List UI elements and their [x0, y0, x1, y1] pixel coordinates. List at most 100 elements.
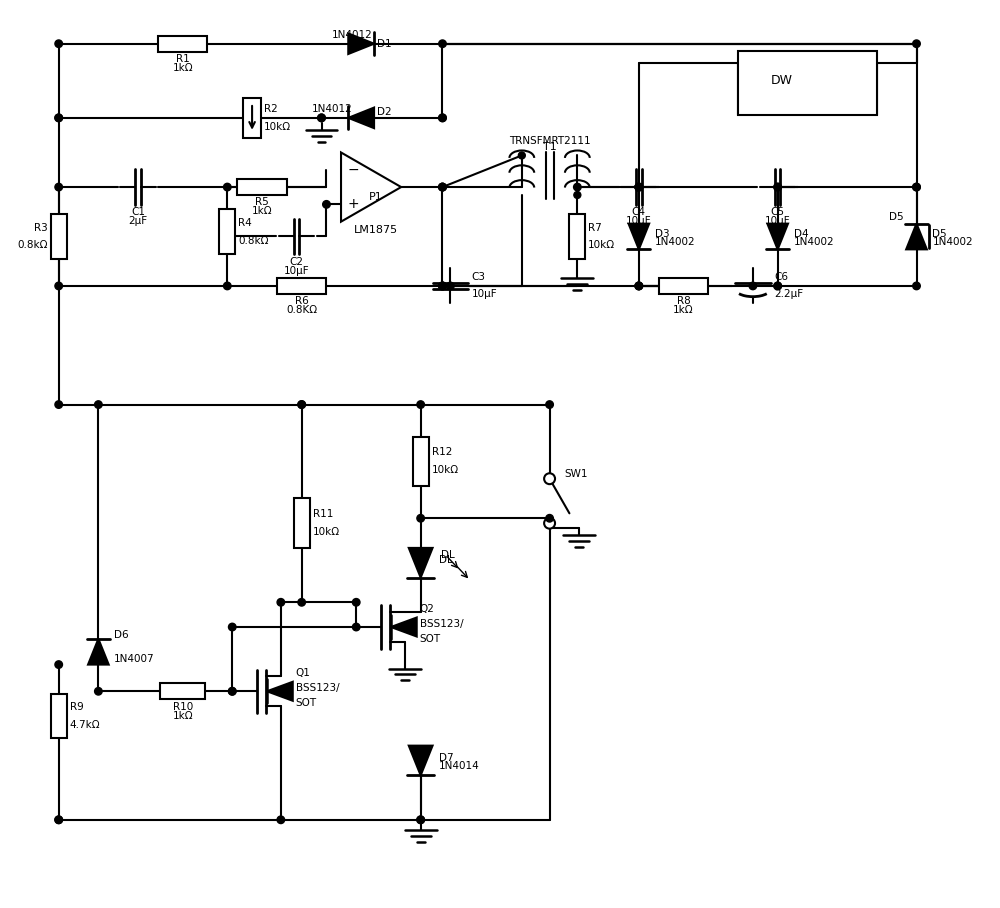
Circle shape — [228, 687, 236, 695]
Circle shape — [318, 114, 325, 122]
Text: 1N4002: 1N4002 — [794, 237, 834, 248]
Circle shape — [439, 282, 446, 290]
Circle shape — [352, 598, 360, 606]
Circle shape — [55, 400, 62, 409]
Text: 10μF: 10μF — [626, 216, 652, 226]
Text: R12: R12 — [432, 448, 452, 458]
Circle shape — [318, 114, 325, 122]
Circle shape — [95, 687, 102, 695]
Polygon shape — [348, 107, 374, 128]
Text: R3: R3 — [34, 222, 48, 232]
Circle shape — [574, 183, 581, 191]
Circle shape — [224, 282, 231, 290]
Text: D5: D5 — [889, 212, 904, 222]
Text: −: − — [348, 163, 360, 177]
Text: R5: R5 — [255, 197, 269, 207]
Circle shape — [417, 816, 424, 824]
Circle shape — [323, 201, 330, 208]
Circle shape — [635, 282, 643, 290]
Circle shape — [439, 114, 446, 122]
Circle shape — [277, 598, 285, 606]
Text: DL: DL — [441, 550, 454, 560]
Text: +: + — [348, 197, 360, 212]
Text: D1: D1 — [377, 39, 392, 49]
Circle shape — [546, 400, 553, 409]
Bar — [294, 498, 310, 548]
Circle shape — [518, 152, 525, 159]
Polygon shape — [348, 34, 374, 54]
Circle shape — [544, 473, 555, 484]
Text: 2.2μF: 2.2μF — [774, 290, 803, 300]
Text: 10kΩ: 10kΩ — [588, 241, 615, 251]
Polygon shape — [409, 745, 433, 775]
Circle shape — [298, 400, 305, 409]
Text: LM1875: LM1875 — [354, 224, 398, 234]
Text: C3: C3 — [472, 272, 486, 282]
Text: BSS123/: BSS123/ — [296, 684, 339, 694]
Text: R7: R7 — [588, 222, 602, 232]
Text: C4: C4 — [632, 207, 646, 217]
Polygon shape — [88, 639, 109, 665]
Text: 0.8kΩ: 0.8kΩ — [17, 241, 48, 251]
Circle shape — [635, 183, 643, 191]
Circle shape — [774, 183, 781, 191]
Circle shape — [635, 282, 643, 290]
Text: 1N4014: 1N4014 — [439, 762, 479, 772]
Text: 10μF: 10μF — [284, 266, 310, 276]
Text: TRNSFMRT2111: TRNSFMRT2111 — [509, 135, 590, 145]
Text: D2: D2 — [377, 107, 392, 117]
Text: Q2: Q2 — [420, 604, 435, 614]
Text: 1N4012: 1N4012 — [331, 30, 372, 40]
Circle shape — [55, 816, 62, 824]
Circle shape — [439, 183, 446, 191]
Text: 1kΩ: 1kΩ — [172, 711, 193, 721]
Bar — [51, 694, 67, 738]
Circle shape — [417, 400, 424, 409]
Circle shape — [55, 816, 62, 824]
Text: 1kΩ: 1kΩ — [172, 63, 193, 73]
Circle shape — [224, 183, 231, 191]
Text: C6: C6 — [774, 272, 788, 282]
Text: 1kΩ: 1kΩ — [673, 305, 694, 315]
Bar — [51, 214, 67, 259]
Circle shape — [544, 518, 555, 528]
Text: 1N4007: 1N4007 — [114, 654, 155, 664]
Text: SOT: SOT — [296, 698, 317, 708]
Circle shape — [749, 282, 757, 290]
Circle shape — [55, 40, 62, 47]
Bar — [158, 35, 207, 52]
Text: 0.8kΩ: 0.8kΩ — [238, 235, 269, 245]
Polygon shape — [629, 223, 649, 250]
Bar — [160, 684, 205, 699]
Circle shape — [913, 183, 920, 191]
Polygon shape — [409, 548, 433, 577]
Circle shape — [55, 114, 62, 122]
Text: D5: D5 — [932, 229, 947, 239]
Circle shape — [913, 282, 920, 290]
Circle shape — [635, 183, 643, 191]
Text: 1N4012: 1N4012 — [312, 104, 352, 114]
Text: Q1: Q1 — [296, 668, 311, 678]
Circle shape — [439, 183, 446, 191]
Text: DW: DW — [771, 74, 793, 87]
Text: D7: D7 — [439, 753, 453, 763]
Bar — [219, 210, 235, 254]
Bar — [659, 278, 708, 294]
Text: 10μF: 10μF — [765, 216, 790, 226]
Circle shape — [439, 183, 446, 191]
Text: C1: C1 — [131, 207, 145, 217]
Text: 10μF: 10μF — [472, 290, 497, 300]
Text: R11: R11 — [313, 509, 333, 519]
Text: R2: R2 — [264, 104, 278, 114]
Circle shape — [55, 114, 62, 122]
Text: P1: P1 — [369, 192, 383, 202]
Text: 10kΩ: 10kΩ — [432, 466, 459, 476]
Bar — [413, 437, 429, 486]
Polygon shape — [767, 223, 788, 250]
Text: R1: R1 — [176, 54, 190, 64]
Circle shape — [298, 598, 305, 606]
Polygon shape — [341, 153, 401, 222]
Text: R10: R10 — [173, 702, 193, 712]
Bar — [569, 214, 585, 259]
Text: SOT: SOT — [420, 634, 441, 644]
